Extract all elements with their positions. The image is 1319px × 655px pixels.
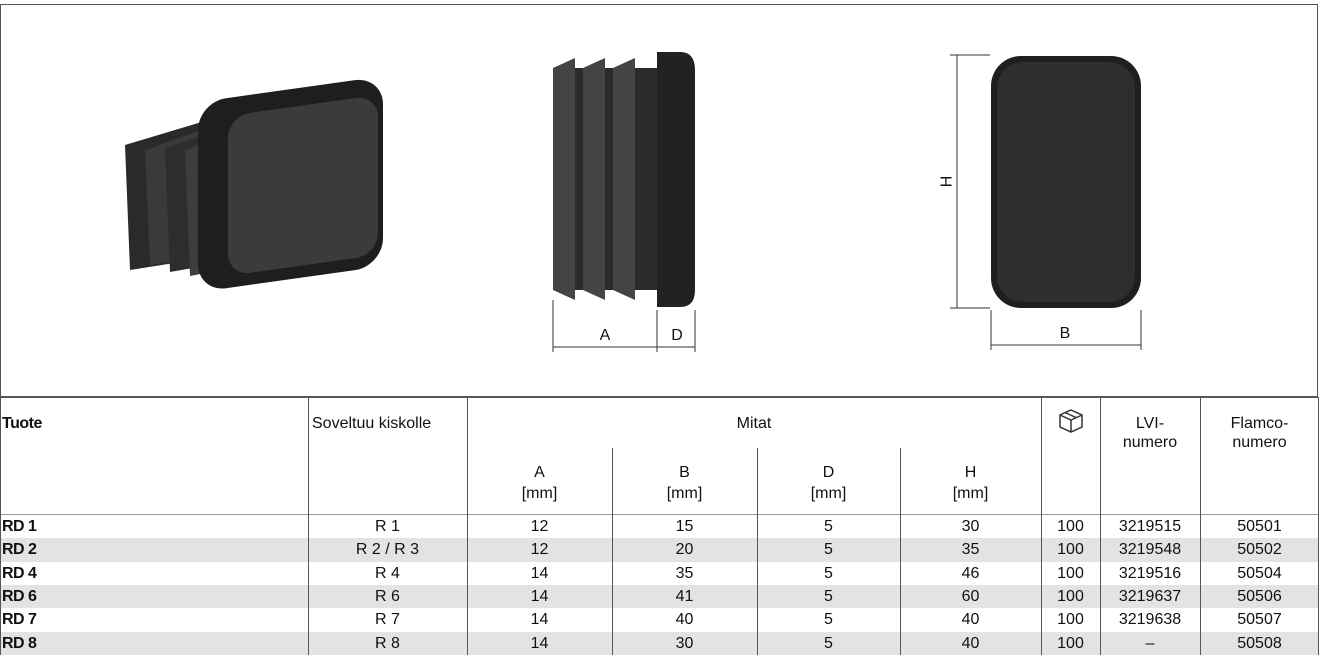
header: H: [964, 464, 977, 481]
product-cell: RD 1: [2, 518, 37, 535]
header: LVI- numero: [1122, 415, 1178, 451]
table-cell: 5: [824, 587, 833, 605]
table-cell: 40: [961, 611, 980, 629]
table-cell: 3219638: [1118, 611, 1182, 629]
table-cell: 14: [530, 587, 549, 605]
col-rule: [757, 448, 758, 655]
table-cell: 50507: [1237, 611, 1282, 629]
table-cell: 14: [530, 611, 549, 629]
header: Flamco- numero: [1230, 415, 1289, 451]
table-cell: 100: [1057, 611, 1084, 629]
table-cell: 60: [961, 587, 980, 605]
header: Soveltuu kiskolle: [312, 415, 432, 432]
product-cell: RD 8: [2, 634, 37, 652]
col-rule: [1100, 397, 1101, 655]
header: Mitat: [736, 415, 772, 432]
unit: [mm]: [810, 485, 847, 502]
table-cell: 5: [824, 611, 833, 629]
table-cell: 14: [530, 634, 549, 652]
rule: [0, 397, 1319, 398]
table-cell: 50508: [1237, 634, 1282, 652]
table-cell: R 1: [375, 518, 400, 535]
dim-label: D: [671, 327, 683, 344]
front-drawing: [950, 54, 1142, 350]
table-row: [0, 631, 1319, 655]
col-rule: [1041, 397, 1042, 655]
dim-label: A: [599, 327, 611, 344]
unit: [mm]: [521, 485, 558, 502]
table-cell: R 8: [375, 634, 400, 652]
table-cell: 5: [824, 634, 833, 652]
side-drawing: [552, 52, 696, 352]
table-cell: 12: [530, 518, 549, 535]
table-cell: R 4: [375, 564, 400, 582]
table-cell: 12: [530, 541, 549, 559]
table-cell: 100: [1057, 518, 1084, 535]
table-cell: 50501: [1237, 518, 1282, 535]
unit: [mm]: [952, 485, 989, 502]
table-cell: 41: [675, 587, 694, 605]
col-rule: [612, 448, 613, 655]
header: Tuote: [2, 415, 42, 432]
header: D: [822, 464, 835, 481]
table-row: [0, 538, 1319, 562]
header: A: [534, 464, 545, 481]
dim-label: B: [1059, 325, 1071, 342]
table-cell: 100: [1057, 587, 1084, 605]
table-cell: 50502: [1237, 541, 1282, 559]
col-rule: [467, 397, 468, 655]
table-cell: 5: [824, 564, 833, 582]
table-row: [0, 584, 1319, 609]
col-rule: [900, 448, 901, 655]
table-cell: 20: [675, 541, 694, 559]
drawings: [0, 4, 1318, 397]
table-cell: 3219516: [1118, 564, 1182, 582]
table-cell: 5: [824, 518, 833, 535]
table-cell: 100: [1057, 634, 1084, 652]
unit: [mm]: [666, 485, 703, 502]
table-cell: 5: [824, 541, 833, 559]
col-rule: [0, 397, 1, 655]
table-cell: 46: [961, 564, 980, 582]
table-cell: 50506: [1237, 587, 1282, 605]
package-icon: [1059, 409, 1083, 433]
table-cell: 3219548: [1118, 541, 1182, 559]
col-rule: [308, 397, 309, 655]
table-cell: 50504: [1237, 564, 1282, 582]
table-row: [0, 608, 1319, 632]
table-cell: 100: [1057, 564, 1084, 582]
table-cell: 40: [675, 611, 694, 629]
table-row: [0, 561, 1319, 585]
product-cell: RD 4: [2, 564, 37, 582]
product-cell: RD 2: [2, 541, 37, 559]
frame: [0, 4, 1318, 397]
table-cell: 35: [961, 541, 980, 559]
table-cell: 30: [675, 634, 694, 652]
table-cell: R 6: [375, 587, 400, 605]
header: B: [679, 464, 690, 481]
dim-label: H: [938, 175, 956, 188]
table-cell: 3219637: [1118, 587, 1182, 605]
table-cell: 35: [675, 564, 694, 582]
table-cell: 30: [961, 518, 980, 535]
table-row: [0, 515, 1319, 539]
col-rule: [1200, 397, 1201, 655]
table-cell: 40: [961, 634, 980, 652]
table-cell: –: [1145, 634, 1155, 652]
table-cell: 14: [530, 564, 549, 582]
rule: [0, 514, 1319, 515]
product-cell: RD 6: [2, 587, 37, 605]
table-cell: R 7: [375, 611, 400, 629]
table-cell: R 2 / R 3: [355, 541, 420, 559]
product-photo: [112, 40, 412, 375]
table-cell: 15: [675, 518, 694, 535]
product-cell: RD 7: [2, 611, 37, 629]
table-cell: 100: [1057, 541, 1084, 559]
table-cell: 3219515: [1118, 518, 1182, 535]
